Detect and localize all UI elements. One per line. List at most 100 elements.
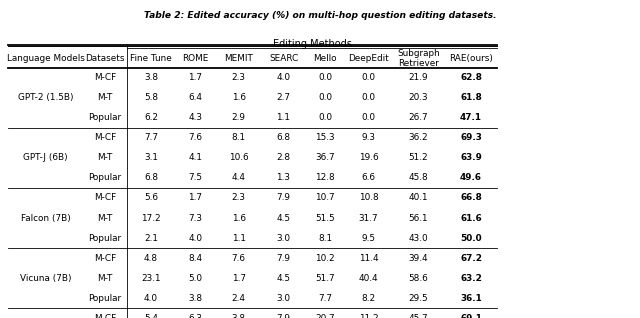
Text: 10.6: 10.6 [229,153,248,162]
Text: 26.7: 26.7 [409,113,428,122]
Text: 6.3: 6.3 [189,314,202,318]
Text: 12.8: 12.8 [316,173,335,183]
Text: 2.1: 2.1 [144,233,158,243]
Text: 1.6: 1.6 [232,213,246,223]
Text: 51.2: 51.2 [409,153,428,162]
Text: M-CF: M-CF [94,193,116,203]
Text: 6.6: 6.6 [362,173,376,183]
Text: 39.4: 39.4 [409,253,428,263]
Text: 5.4: 5.4 [144,314,158,318]
Text: 8.1: 8.1 [318,233,332,243]
Text: 19.6: 19.6 [359,153,378,162]
Text: 5.6: 5.6 [144,193,158,203]
Text: 23.1: 23.1 [141,273,161,283]
Text: 61.8: 61.8 [460,93,482,102]
Text: 7.7: 7.7 [144,133,158,142]
Text: 20.3: 20.3 [409,93,428,102]
Text: 4.3: 4.3 [189,113,202,122]
Text: Subgraph
Retriever: Subgraph Retriever [397,49,440,68]
Text: 3.8: 3.8 [188,294,203,303]
Text: 2.3: 2.3 [232,73,246,82]
Text: 21.9: 21.9 [409,73,428,82]
Text: 10.8: 10.8 [359,193,378,203]
Text: 51.7: 51.7 [316,273,335,283]
Text: 66.8: 66.8 [460,193,482,203]
Text: RAE(ours): RAE(ours) [449,54,493,63]
Text: 43.0: 43.0 [409,233,428,243]
Text: MEMIT: MEMIT [224,54,253,63]
Text: 4.0: 4.0 [144,294,158,303]
Text: 6.2: 6.2 [144,113,158,122]
Text: 0.0: 0.0 [318,73,332,82]
Text: Language Models: Language Models [6,54,84,63]
Text: Popular: Popular [88,113,122,122]
Text: M-CF: M-CF [94,73,116,82]
Text: 3.8: 3.8 [232,314,246,318]
Text: Editing Methods: Editing Methods [273,39,351,49]
Text: 40.1: 40.1 [409,193,428,203]
Text: DeepEdit: DeepEdit [348,54,389,63]
Text: 2.9: 2.9 [232,113,246,122]
Text: 10.2: 10.2 [316,253,335,263]
Text: M-T: M-T [97,273,113,283]
Text: 0.0: 0.0 [318,113,332,122]
Text: Popular: Popular [88,294,122,303]
Text: 4.8: 4.8 [144,253,158,263]
Text: 7.6: 7.6 [189,133,202,142]
Text: 1.7: 1.7 [189,73,202,82]
Text: 67.2: 67.2 [460,253,482,263]
Text: 7.9: 7.9 [276,193,291,203]
Text: 45.8: 45.8 [409,173,428,183]
Text: 2.7: 2.7 [276,93,291,102]
Text: 5.8: 5.8 [144,93,158,102]
Text: 51.5: 51.5 [316,213,335,223]
Text: M-CF: M-CF [94,253,116,263]
Text: 11.2: 11.2 [359,314,378,318]
Text: 40.4: 40.4 [359,273,378,283]
Text: 47.1: 47.1 [460,113,482,122]
Text: 20.7: 20.7 [316,314,335,318]
Text: 2.8: 2.8 [276,153,291,162]
Text: 11.4: 11.4 [359,253,378,263]
Text: 36.7: 36.7 [316,153,335,162]
Text: 8.2: 8.2 [362,294,376,303]
Text: 0.0: 0.0 [362,73,376,82]
Text: 8.1: 8.1 [232,133,246,142]
Text: 17.2: 17.2 [141,213,161,223]
Text: 1.1: 1.1 [232,233,246,243]
Text: 7.7: 7.7 [318,294,332,303]
Text: M-T: M-T [97,213,113,223]
Text: Fine Tune: Fine Tune [130,54,172,63]
Text: GPT-J (6B): GPT-J (6B) [23,153,68,162]
Text: 4.5: 4.5 [276,273,291,283]
Text: 3.1: 3.1 [144,153,158,162]
Text: 10.7: 10.7 [316,193,335,203]
Text: 2.3: 2.3 [232,193,246,203]
Text: 69.3: 69.3 [460,133,482,142]
Text: Vicuna (7B): Vicuna (7B) [20,273,71,283]
Text: 69.1: 69.1 [460,314,482,318]
Text: 36.1: 36.1 [460,294,482,303]
Text: 3.8: 3.8 [144,73,158,82]
Text: 45.7: 45.7 [409,314,428,318]
Text: 1.7: 1.7 [189,193,202,203]
Text: 4.0: 4.0 [189,233,202,243]
Text: Popular: Popular [88,233,122,243]
Text: 7.3: 7.3 [189,213,202,223]
Text: 6.8: 6.8 [276,133,291,142]
Text: 62.8: 62.8 [460,73,482,82]
Text: M-CF: M-CF [94,314,116,318]
Text: 63.9: 63.9 [460,153,482,162]
Text: 58.6: 58.6 [409,273,428,283]
Text: Popular: Popular [88,173,122,183]
Text: 9.3: 9.3 [362,133,376,142]
Text: 8.4: 8.4 [188,253,203,263]
Text: 1.1: 1.1 [276,113,291,122]
Text: 3.0: 3.0 [276,294,291,303]
Text: 7.5: 7.5 [189,173,202,183]
Text: 56.1: 56.1 [409,213,428,223]
Text: 4.1: 4.1 [189,153,202,162]
Text: Mello: Mello [314,54,337,63]
Text: 1.3: 1.3 [276,173,291,183]
Text: 61.6: 61.6 [460,213,482,223]
